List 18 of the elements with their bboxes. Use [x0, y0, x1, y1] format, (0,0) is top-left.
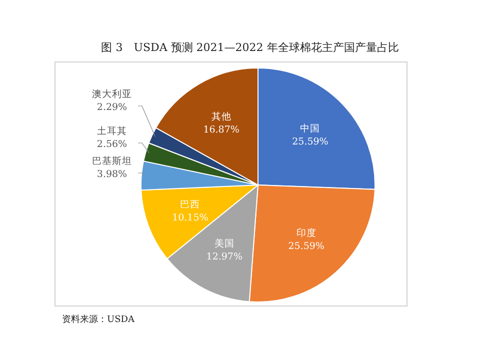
data-label: 25.59%	[292, 136, 328, 148]
slice-label: 巴西	[180, 200, 200, 211]
slice-label: 其他	[211, 110, 232, 122]
data-label: 10.15%	[172, 212, 208, 224]
data-label: 16.87%	[203, 124, 240, 136]
slice-label: 印度	[296, 227, 316, 240]
slice-label: 中国	[300, 122, 320, 135]
slice-label: 土耳其	[97, 125, 127, 137]
data-label: 3.98%	[96, 169, 128, 180]
slice-label: 巴基斯坦	[92, 155, 132, 167]
text: 资料来源：USDA	[62, 314, 135, 325]
chart-title: 图 3 USDA 预测 2021—2022 年全球棉花主产国产量占比	[101, 41, 399, 54]
slice-label: 美国	[214, 237, 234, 250]
data-label: 25.59%	[288, 241, 324, 252]
data-label: 2.56%	[96, 139, 128, 150]
data-label: 2.29%	[96, 102, 128, 113]
data-label: 12.97%	[206, 251, 243, 262]
slice-label: 澳大利亚	[92, 88, 132, 100]
